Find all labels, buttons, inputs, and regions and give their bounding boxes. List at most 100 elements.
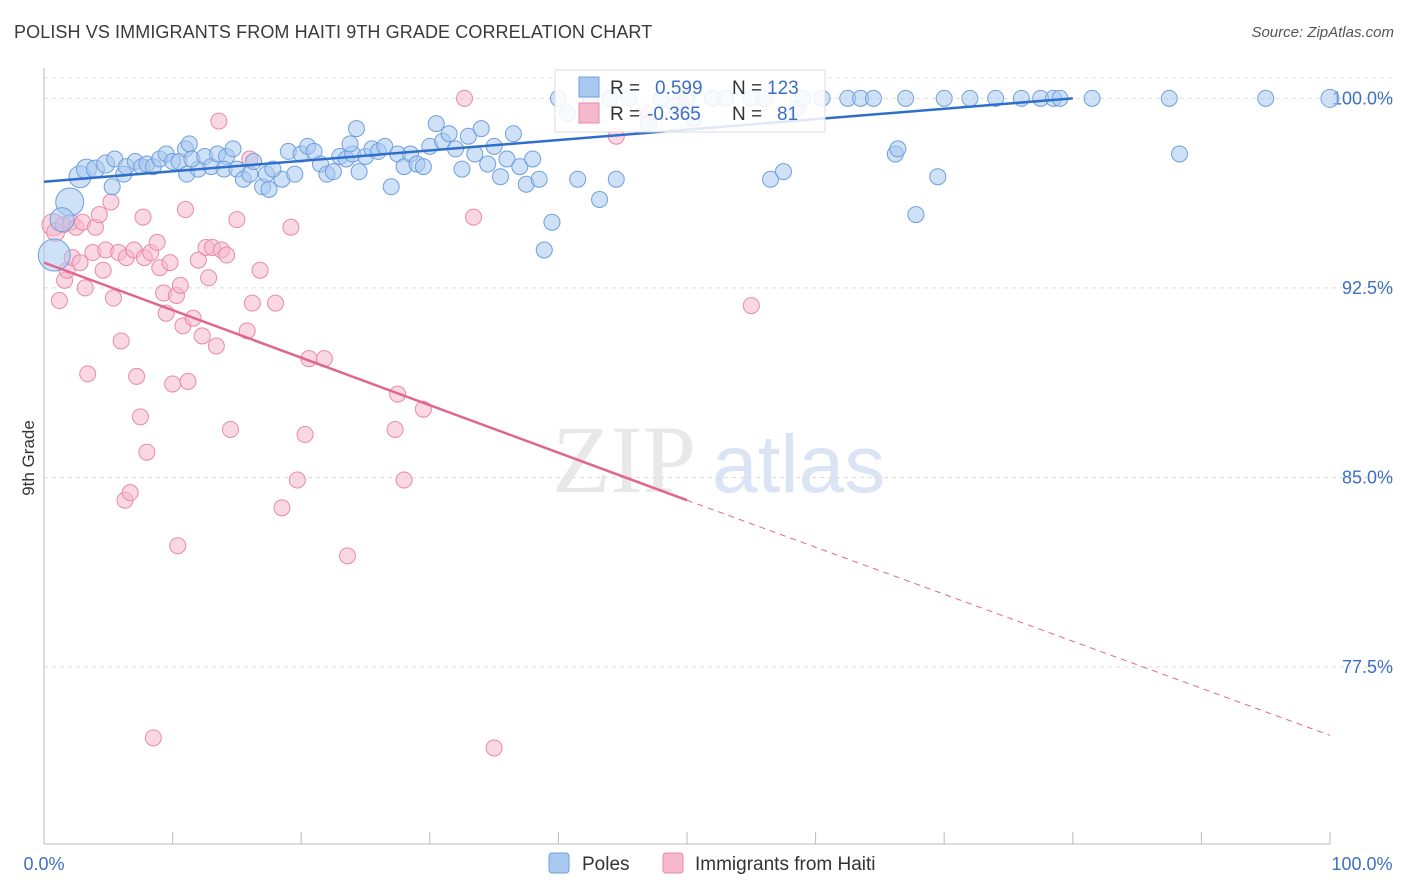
haiti-point-37 — [161, 254, 179, 272]
haiti-r-label: R = — [610, 104, 640, 125]
poles-point-111 — [907, 206, 925, 224]
haiti-point-30 — [138, 443, 156, 461]
haiti-point-55 — [228, 211, 246, 229]
poles-point-81 — [535, 241, 553, 259]
poles-point-121 — [1160, 89, 1178, 107]
poles-point-40 — [286, 165, 304, 183]
x-tick-label-max: 100.0% — [1331, 854, 1392, 874]
haiti-point-40 — [171, 276, 189, 294]
haiti-point-49 — [200, 269, 218, 287]
poles-point-87 — [591, 190, 609, 208]
legend-poles-label: Poles — [582, 854, 630, 875]
poles-point-107 — [864, 89, 882, 107]
chart-title: POLISH VS IMMIGRANTS FROM HAITI 9TH GRAD… — [14, 22, 653, 42]
poles-n-label: N = — [732, 78, 762, 99]
haiti-point-27 — [131, 408, 149, 426]
poles-point-62 — [414, 158, 432, 176]
poles-n-value: 123 — [767, 78, 799, 99]
haiti-point-78 — [742, 297, 760, 315]
poles-point-10 — [103, 178, 121, 196]
haiti-point-79 — [210, 112, 228, 130]
poles-point-122 — [1171, 145, 1189, 163]
poles-point-85 — [569, 170, 587, 188]
trend-lines — [43, 97, 1331, 736]
haiti-point-63 — [296, 426, 314, 444]
haiti-point-54 — [221, 420, 239, 438]
chart-source: Source: ZipAtlas.com — [1251, 24, 1394, 41]
poles-point-101 — [774, 163, 792, 181]
haiti-point-53 — [218, 246, 236, 264]
haiti-n-label: N = — [732, 104, 762, 125]
stats-box: R = 0.599 N = 123 R = -0.365 N = 81 — [554, 69, 826, 133]
poles-point-64 — [427, 115, 445, 133]
y-tick-label-3: 77.5% — [1342, 657, 1393, 677]
y-tick-label-2: 85.0% — [1342, 467, 1393, 487]
poles-point-109 — [889, 140, 907, 158]
poles-point-38 — [264, 160, 282, 178]
haiti-point-73 — [485, 739, 503, 757]
haiti-r-value: -0.365 — [647, 104, 701, 125]
haiti-point-2 — [50, 292, 68, 310]
y-tick-label-1: 92.5% — [1342, 278, 1393, 298]
haiti-point-26 — [128, 367, 146, 385]
poles-point-50 — [341, 135, 359, 153]
poles-point-77 — [511, 158, 529, 176]
poles-point-100 — [762, 170, 780, 188]
haiti-point-44 — [179, 372, 197, 390]
poles-point-57 — [382, 178, 400, 196]
poles-series — [37, 88, 1340, 272]
haiti-point-46 — [189, 251, 207, 269]
poles-point-71 — [472, 120, 490, 138]
poles-point-74 — [492, 168, 510, 186]
haiti-point-16 — [94, 261, 112, 279]
poles-point-75 — [498, 150, 516, 168]
haiti-point-47 — [193, 327, 211, 345]
haiti-point-72 — [465, 208, 483, 226]
poles-point-80 — [530, 170, 548, 188]
haiti-point-69 — [395, 471, 413, 489]
haiti-point-12 — [79, 365, 97, 383]
haiti-stat-swatch — [578, 102, 600, 124]
poles-point-120 — [1083, 89, 1101, 107]
haiti-point-51 — [207, 337, 225, 355]
haiti-trend-line — [43, 261, 688, 502]
watermark-atlas: atlas — [712, 419, 885, 510]
poles-point-68 — [453, 160, 471, 178]
haiti-n-value: 81 — [777, 104, 798, 125]
haiti-point-59 — [266, 294, 284, 312]
haiti-trend-extension — [686, 499, 1331, 736]
poles-point-113 — [935, 89, 953, 107]
poles-point-124 — [1320, 88, 1340, 108]
haiti-point-32 — [144, 729, 162, 747]
poles-point-20 — [180, 135, 198, 153]
haiti-point-58 — [251, 261, 269, 279]
poles-point-69 — [459, 127, 477, 145]
poles-point-35 — [260, 180, 278, 198]
haiti-point-41 — [169, 537, 187, 555]
y-tick-label-0: 100.0% — [1332, 88, 1393, 108]
poles-point-72 — [479, 155, 497, 173]
legend-poles-swatch — [548, 852, 570, 874]
legend-haiti-label: Immigrants from Haiti — [695, 854, 876, 875]
poles-point-114 — [961, 89, 979, 107]
haiti-point-24 — [121, 484, 139, 502]
haiti-point-66 — [338, 547, 356, 565]
haiti-point-15 — [90, 206, 108, 224]
haiti-point-11 — [76, 279, 94, 297]
poles-trend-line — [43, 97, 1073, 183]
poles-point-52 — [350, 163, 368, 181]
poles-r-value: 0.599 — [655, 78, 703, 99]
haiti-point-60 — [273, 499, 291, 517]
watermark: ZIP atlas — [552, 406, 885, 513]
poles-point-33 — [245, 153, 263, 171]
haiti-point-38 — [164, 375, 182, 393]
x-ticks — [43, 832, 1331, 844]
legend: Poles Immigrants from Haiti — [548, 852, 876, 875]
poles-point-51 — [347, 120, 365, 138]
y-tick-labels: 100.0% 92.5% 85.0% 77.5% — [1332, 88, 1393, 677]
haiti-point-19 — [104, 289, 122, 307]
poles-point-82 — [543, 213, 561, 231]
poles-stat-swatch — [578, 76, 600, 98]
poles-point-123 — [1257, 89, 1275, 107]
poles-point-46 — [324, 163, 342, 181]
